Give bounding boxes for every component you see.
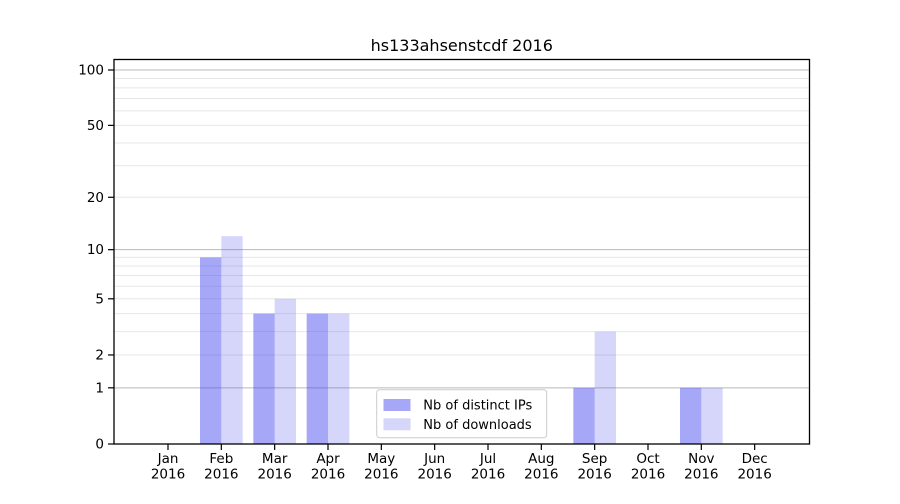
y-axis: 0 1 2 5 10 20 50 100: [78, 62, 114, 453]
y-tick-label: 1: [95, 380, 104, 396]
x-tick-label: Aug 2016: [524, 451, 558, 483]
bar-distinct-ips-apr: [306, 313, 328, 444]
bar-downloads-sep: [594, 331, 616, 444]
month-label: Nov: [688, 451, 714, 467]
x-tick-label: Nov 2016: [684, 451, 718, 483]
month-label: Apr: [316, 451, 340, 467]
x-tick-label: Jun 2016: [417, 451, 451, 483]
bar-downloads-nov: [701, 387, 723, 444]
month-label: Aug: [528, 451, 554, 467]
year-label: 2016: [524, 467, 558, 483]
x-tick-label: Oct 2016: [631, 451, 665, 483]
month-label: Mar: [262, 451, 288, 467]
legend: Nb of distinct IPs Nb of downloads: [376, 389, 548, 439]
y-tick-label: 0: [95, 437, 104, 453]
month-label: Jul: [479, 451, 496, 467]
month-label: Jan: [157, 451, 179, 467]
month-label: Sep: [582, 451, 607, 467]
y-tick-label: 5: [95, 291, 104, 307]
bar-distinct-ips-nov: [680, 387, 702, 444]
chart-title: hs133ahsenstcdf 2016: [371, 36, 553, 55]
year-label: 2016: [471, 467, 505, 483]
bars: [200, 236, 723, 444]
bar-distinct-ips-feb: [200, 257, 222, 444]
year-label: 2016: [204, 467, 238, 483]
year-label: 2016: [577, 467, 611, 483]
x-tick-label: Feb 2016: [204, 451, 238, 483]
year-label: 2016: [311, 467, 345, 483]
y-tick-label: 50: [87, 118, 104, 134]
bar-downloads-feb: [221, 236, 243, 444]
x-tick-label: Jan 2016: [151, 451, 185, 483]
legend-label-distinct-ips: Nb of distinct IPs: [423, 399, 532, 414]
y-tick-label: 2: [95, 347, 104, 363]
month-label: Feb: [209, 451, 233, 467]
x-tick-label: Dec 2016: [737, 451, 771, 483]
year-label: 2016: [151, 467, 185, 483]
legend-swatch-downloads: [383, 418, 411, 431]
legend-swatch-distinct-ips: [383, 399, 411, 411]
y-tick-label: 10: [87, 242, 104, 258]
year-label: 2016: [631, 467, 665, 483]
x-tick-label: Sep 2016: [577, 451, 611, 483]
bar-distinct-ips-mar: [253, 313, 275, 444]
bar-downloads-mar: [274, 298, 296, 444]
year-label: 2016: [417, 467, 451, 483]
plot-border: [113, 58, 811, 445]
year-label: 2016: [364, 467, 398, 483]
y-tick-label: 20: [87, 190, 104, 206]
x-tick-label: May 2016: [364, 451, 398, 483]
month-label: May: [367, 451, 395, 467]
year-label: 2016: [737, 467, 771, 483]
year-label: 2016: [684, 467, 718, 483]
legend-label-downloads: Nb of downloads: [423, 418, 532, 433]
x-tick-label: Apr 2016: [311, 451, 345, 483]
legend-box: [376, 389, 548, 439]
year-label: 2016: [257, 467, 291, 483]
month-label: Oct: [636, 451, 659, 467]
month-label: Jun: [423, 451, 445, 467]
x-tick-label: Mar 2016: [257, 451, 291, 483]
x-tick-label: Jul 2016: [471, 451, 505, 483]
bar-downloads-apr: [327, 313, 350, 444]
gridlines: [114, 69, 810, 389]
bar-distinct-ips-sep: [573, 387, 595, 444]
month-label: Dec: [742, 451, 768, 467]
y-tick-label: 100: [78, 62, 104, 78]
